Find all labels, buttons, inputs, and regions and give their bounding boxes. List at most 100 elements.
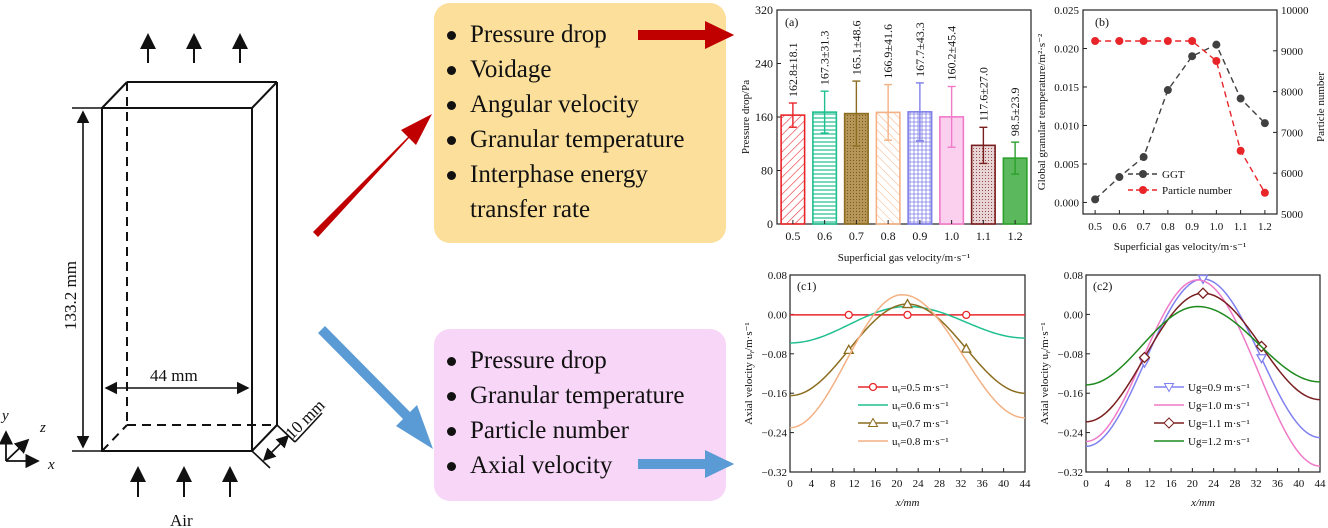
chart-c2: −0.32 −0.24 −0.16 −0.08 0.00 0.08 0 4 8 12 16 20 24 2… bbox=[1039, 270, 1326, 509]
data-point bbox=[1091, 195, 1100, 204]
x-tick-label: 0.7 bbox=[849, 229, 864, 243]
x-tick-label: 0.5 bbox=[1088, 221, 1102, 233]
inlet-arrows bbox=[130, 466, 238, 497]
data-label: 167.7±43.3 bbox=[913, 22, 927, 77]
metric-item: Particle number bbox=[444, 413, 716, 448]
x-tick-label: 1.1 bbox=[1234, 221, 1248, 233]
metric-item: Angular velocity bbox=[444, 87, 716, 122]
x-tick-label: 12 bbox=[849, 478, 860, 490]
data-point bbox=[962, 310, 971, 320]
x-tick-label: 1.1 bbox=[976, 229, 991, 243]
y-right-tick-label: 9000 bbox=[1281, 46, 1304, 58]
data-point bbox=[1115, 37, 1124, 46]
y-tick-label: −0.16 bbox=[1058, 388, 1084, 400]
x-tick-label: 0.6 bbox=[817, 229, 832, 243]
bar bbox=[780, 114, 806, 225]
y-tick-label: 240 bbox=[755, 57, 773, 71]
x-tick-label: 16 bbox=[870, 478, 882, 490]
data-point bbox=[1236, 94, 1245, 103]
y-tick-label: −0.24 bbox=[762, 428, 788, 440]
y-left-tick-label: 0.015 bbox=[1054, 82, 1079, 94]
series-line bbox=[789, 293, 1026, 429]
y-axis-label: Axial velocity uᵧ/m·s⁻¹ bbox=[1039, 322, 1051, 424]
x-tick-label: 1.0 bbox=[1210, 221, 1224, 233]
chart-a: 0 80 160 240 320 162.8±18.1 0.5 167.3±31.3 0.6 16… bbox=[740, 3, 1032, 264]
y-tick-label: 0.08 bbox=[1064, 270, 1084, 282]
x-tick-label: 8 bbox=[1126, 478, 1132, 490]
data-point bbox=[1188, 52, 1197, 61]
y-tick-label: −0.32 bbox=[1058, 467, 1083, 479]
panel-label: (a) bbox=[785, 15, 798, 29]
axis-y-label: y bbox=[0, 408, 9, 424]
data-label: 98.5±23.9 bbox=[1008, 88, 1022, 137]
y-tick-label: −0.16 bbox=[762, 388, 788, 400]
x-tick-label: 16 bbox=[1166, 478, 1178, 490]
data-label: 165.1±48.6 bbox=[849, 20, 863, 75]
x-tick-label: 28 bbox=[1229, 478, 1241, 490]
x-tick-label: 0.7 bbox=[1137, 221, 1151, 233]
x-tick-label: 44 bbox=[1315, 478, 1327, 490]
x-axis-label: Superficial gas velocity/m·s⁻¹ bbox=[838, 252, 971, 264]
y-axis-label: Axial velocity uᵧ/m·s⁻¹ bbox=[743, 322, 755, 424]
y-right-axis-label: Particle number bbox=[1315, 72, 1327, 142]
data-point bbox=[1163, 37, 1172, 46]
legend-marker bbox=[868, 382, 878, 392]
data-label: 167.3±31.3 bbox=[818, 31, 832, 86]
y-tick-label: −0.32 bbox=[762, 467, 787, 479]
data-point bbox=[1212, 40, 1221, 49]
y-tick-label: 320 bbox=[755, 3, 773, 17]
data-point bbox=[1139, 153, 1148, 162]
y-left-tick-label: 0.025 bbox=[1054, 5, 1079, 17]
metric-item: Pressure drop bbox=[444, 343, 716, 378]
data-point bbox=[903, 310, 912, 320]
metric-item: Interphase energy bbox=[444, 157, 716, 192]
dimension-lines bbox=[72, 107, 323, 469]
y-axis-label: Pressure drop/Pa bbox=[740, 80, 752, 154]
x-axis-label: x/mm bbox=[895, 497, 920, 509]
width-label: 44 mm bbox=[150, 366, 198, 385]
data-point bbox=[1091, 37, 1100, 46]
legend-marker bbox=[1163, 417, 1175, 429]
x-tick-label: 0.6 bbox=[1113, 221, 1127, 233]
y-tick-label: 0.00 bbox=[768, 309, 788, 321]
panel-label: (c1) bbox=[797, 279, 816, 293]
x-tick-label: 12 bbox=[1144, 478, 1155, 490]
axis-z-label: z bbox=[39, 420, 46, 436]
y-tick-label: 0.00 bbox=[1064, 309, 1084, 321]
y-right-tick-label: 8000 bbox=[1281, 87, 1304, 99]
legend-label: Ug=1.2 m·s⁻¹ bbox=[1188, 436, 1250, 448]
y-tick-label: −0.08 bbox=[762, 349, 788, 361]
y-tick-label: 0.08 bbox=[768, 270, 788, 282]
series-line bbox=[1085, 279, 1321, 467]
data-label: 162.8±18.1 bbox=[786, 42, 800, 97]
column-outline bbox=[101, 81, 278, 452]
y-left-tick-label: 0.020 bbox=[1054, 43, 1079, 55]
data-point bbox=[1212, 57, 1221, 65]
data-point bbox=[1260, 188, 1269, 197]
metric-item: Axial velocity bbox=[444, 448, 716, 483]
data-point bbox=[901, 298, 914, 309]
x-tick-label: 1.2 bbox=[1258, 221, 1272, 233]
legend-marker bbox=[1163, 383, 1175, 393]
legend-marker bbox=[1139, 170, 1147, 178]
legend-marker bbox=[867, 417, 879, 427]
x-tick-label: 32 bbox=[955, 478, 966, 490]
x-tick-label: 24 bbox=[913, 478, 925, 490]
y-left-tick-label: 0.010 bbox=[1054, 120, 1079, 132]
chart-b: 0.000 0.005 0.010 0.015 0.020 0.025 5000 6000 70… bbox=[1036, 5, 1327, 253]
y-tick-label: 80 bbox=[761, 164, 773, 178]
y-tick-label: 160 bbox=[755, 110, 773, 124]
legend-label: uᵧ=0.8 m·s⁻¹ bbox=[892, 436, 949, 448]
data-point bbox=[1260, 119, 1269, 128]
series-line bbox=[1094, 43, 1266, 200]
legend-label: Particle number bbox=[1162, 185, 1232, 197]
data-point bbox=[1139, 37, 1148, 46]
plot-frame bbox=[1082, 9, 1278, 215]
metric-item-continuation: transfer rate bbox=[470, 196, 591, 223]
inlet-label: Air bbox=[170, 511, 193, 528]
plot-frame bbox=[789, 274, 1026, 473]
x-tick-label: 32 bbox=[1251, 478, 1262, 490]
axis-x-label: x bbox=[47, 457, 55, 473]
chart-c1: −0.32 −0.24 −0.16 −0.08 0.00 0.08 0 4 8 12 16 20 24 2… bbox=[743, 270, 1031, 509]
y-right-tick-label: 10000 bbox=[1281, 5, 1309, 17]
